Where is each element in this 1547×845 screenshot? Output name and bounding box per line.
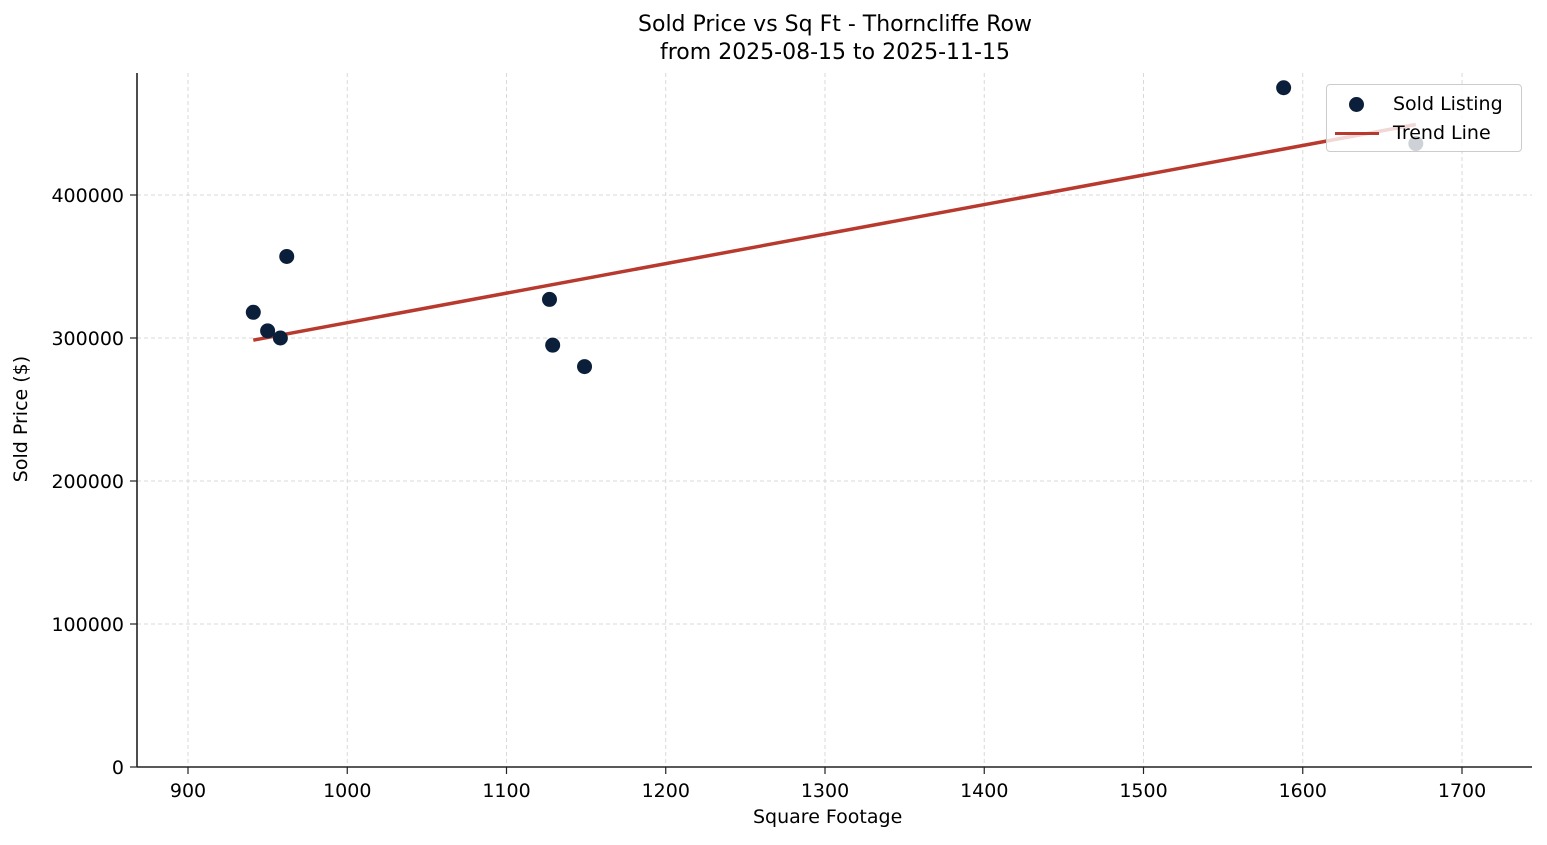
x-tick-label: 1700	[1438, 780, 1486, 802]
scatter-points	[245, 80, 1424, 375]
x-tick-label: 1200	[642, 780, 690, 802]
chart-title-line1: Sold Price vs Sq Ft - Thorncliffe Row	[638, 12, 1032, 37]
y-tick-label: 300000	[51, 328, 124, 350]
y-tick-label: 200000	[51, 471, 124, 493]
legend-item-sold-listing: Sold Listing	[1327, 90, 1521, 118]
x-tick-label: 1600	[1279, 780, 1327, 802]
data-point	[279, 248, 295, 264]
legend: Sold Listing Trend Line	[1326, 84, 1522, 152]
trend-line	[252, 122, 1417, 342]
x-tick-label: 1300	[801, 780, 849, 802]
tick-labels: 900 1000 1100 1200 1300 1400 1500 1600 1700 0 1000…	[51, 185, 1486, 802]
legend-item-trend-line: Trend Line	[1327, 119, 1521, 147]
line-marker-icon	[1335, 131, 1379, 135]
axes	[130, 73, 1532, 774]
x-tick-label: 1500	[1119, 780, 1167, 802]
data-point	[260, 323, 276, 339]
trend-line-path	[252, 122, 1417, 342]
x-tick-label: 1400	[960, 780, 1008, 802]
x-axis-label: Square Footage	[753, 806, 903, 828]
y-axis-label: Sold Price ($)	[10, 355, 32, 483]
x-tick-label: 900	[170, 780, 206, 802]
y-tick-label: 0	[112, 757, 124, 779]
data-point	[577, 359, 593, 375]
chart-subtitle: from 2025-08-15 to 2025-11-15	[660, 40, 1010, 65]
x-tick-label: 1100	[482, 780, 530, 802]
data-point	[272, 330, 288, 346]
data-point	[245, 304, 261, 320]
chart-title: Sold Price vs Sq Ft - Thorncliffe Row fr…	[0, 11, 1547, 67]
legend-label: Trend Line	[1393, 122, 1491, 144]
y-tick-label: 400000	[51, 185, 124, 207]
legend-label: Sold Listing	[1393, 93, 1503, 115]
x-tick-label: 1000	[323, 780, 371, 802]
data-point	[545, 337, 561, 353]
data-point	[541, 291, 557, 307]
data-point	[1276, 80, 1292, 96]
grid-lines	[137, 73, 1532, 767]
scatter-marker-icon	[1349, 96, 1364, 112]
y-tick-label: 100000	[51, 614, 124, 636]
